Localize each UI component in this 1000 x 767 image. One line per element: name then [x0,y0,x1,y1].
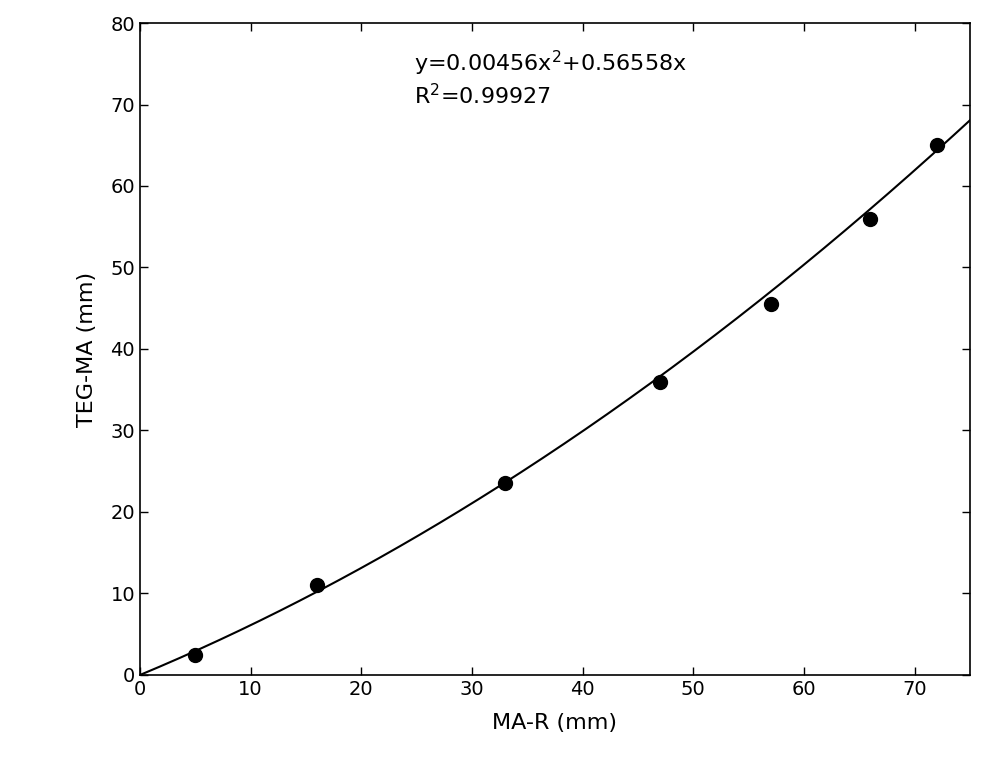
Point [929,139,945,151]
Point [763,298,779,311]
Y-axis label: TEG-MA (mm): TEG-MA (mm) [76,272,96,426]
Point [187,648,203,660]
Text: y=0.00456x$^{2}$+0.56558x
R$^{2}$=0.99927: y=0.00456x$^{2}$+0.56558x R$^{2}$=0.9992… [414,49,687,107]
X-axis label: MA-R (mm): MA-R (mm) [492,713,618,732]
Point [309,579,325,591]
Point [497,477,513,489]
Point [652,375,668,387]
Point [862,212,878,225]
